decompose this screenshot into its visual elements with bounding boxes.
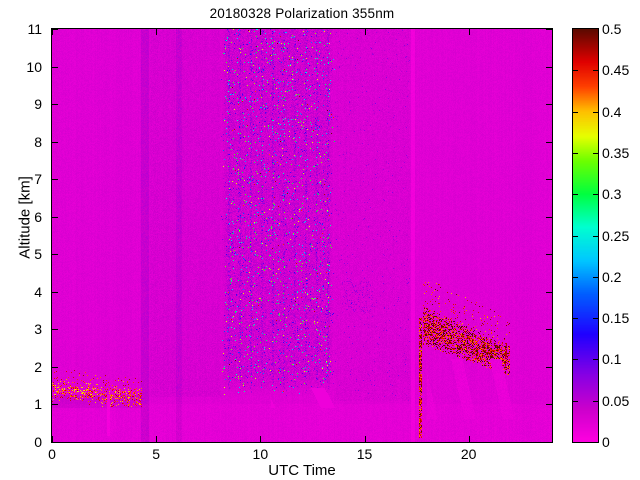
x-axis-tick-label: 5 xyxy=(152,446,161,462)
y-axis-tick-label: 0 xyxy=(34,434,42,450)
colorbar-tick-right xyxy=(593,401,598,402)
colorbar-tick xyxy=(573,277,578,278)
colorbar-tick xyxy=(573,70,578,71)
colorbar-tick-right xyxy=(593,153,598,154)
y-axis-tick-label: 7 xyxy=(34,171,42,188)
y-axis-tick xyxy=(52,292,58,293)
y-axis-tick-label: 5 xyxy=(34,246,42,263)
y-axis-tick xyxy=(52,142,58,143)
colorbar-tick-labels: 0 0.05 0.1 0.15 0.2 0.25 0.3 0.35 0.4 0.45 0.5 xyxy=(602,21,640,450)
y-axis-tick-right xyxy=(546,104,552,105)
colorbar-tick-right xyxy=(593,70,598,71)
y-axis-tick-label: 2 xyxy=(34,358,42,375)
y-axis-tick xyxy=(52,29,58,30)
y-axis-tick-labels: 0 1 2 3 4 5 6 7 8 9 10 11 xyxy=(0,21,42,450)
colorbar-tick xyxy=(573,236,578,237)
colorbar-tick-label: 0.05 xyxy=(602,393,630,409)
x-axis-tick xyxy=(260,436,261,442)
heatmap-image xyxy=(52,29,552,442)
x-axis-tick-labels: 0 5 10 15 20 xyxy=(48,446,553,468)
y-axis-tick-right xyxy=(546,142,552,143)
y-axis-tick-label: 3 xyxy=(34,321,42,338)
y-axis-tick-label: 4 xyxy=(34,283,42,300)
y-axis-tick-right xyxy=(546,329,552,330)
y-axis-tick-right xyxy=(546,254,552,255)
colorbar-tick-label: 0.15 xyxy=(602,310,630,326)
colorbar-tick-right xyxy=(593,359,598,360)
y-axis-tick-right xyxy=(546,292,552,293)
y-axis-title: Altitude [km] xyxy=(16,176,34,259)
heatmap-plot-area[interactable] xyxy=(51,28,553,443)
y-axis-tick-label: 8 xyxy=(34,133,42,150)
y-axis-tick-right xyxy=(546,67,552,68)
y-axis-tick-right xyxy=(546,217,552,218)
colorbar-tick xyxy=(573,112,578,113)
y-axis-tick xyxy=(52,104,58,105)
x-axis-tick-top xyxy=(469,29,470,35)
y-axis-tick xyxy=(52,217,58,218)
y-axis-tick-label: 1 xyxy=(34,396,42,413)
x-axis-tick-label: 10 xyxy=(252,446,269,462)
colorbar-tick xyxy=(573,359,578,360)
x-axis-tick-label: 0 xyxy=(48,446,56,462)
colorbar-tick-right xyxy=(593,112,598,113)
page-title: 20180328 Polarization 355nm xyxy=(209,6,395,21)
x-axis-tick-top xyxy=(52,29,53,35)
y-axis-tick xyxy=(52,254,58,255)
colorbar-tick xyxy=(573,401,578,402)
colorbar-tick-right xyxy=(593,277,598,278)
y-axis-tick-right xyxy=(546,367,552,368)
colorbar-tick xyxy=(573,318,578,319)
y-axis-tick-label: 11 xyxy=(27,21,42,37)
colorbar-tick-right xyxy=(593,236,598,237)
colorbar-tick-label: 0.25 xyxy=(602,228,630,244)
y-axis-tick-label: 9 xyxy=(34,96,42,113)
colorbar-tick-right xyxy=(593,194,598,195)
y-axis-tick xyxy=(52,329,58,330)
x-axis-tick-top xyxy=(156,29,157,35)
colorbar-tick-label: 0.2 xyxy=(602,269,622,285)
x-axis-tick-label: 20 xyxy=(460,446,477,462)
colorbar-gradient xyxy=(573,29,598,442)
colorbar-tick-label: 0.1 xyxy=(602,351,622,367)
y-axis-tick-label: 10 xyxy=(26,58,42,75)
x-axis-title: UTC Time xyxy=(268,462,336,479)
y-axis-tick xyxy=(52,67,58,68)
y-axis-tick xyxy=(52,367,58,368)
x-axis-tick xyxy=(156,436,157,442)
x-axis-tick xyxy=(365,436,366,442)
colorbar[interactable] xyxy=(572,28,599,443)
colorbar-tick-right xyxy=(593,318,598,319)
x-axis-tick xyxy=(469,436,470,442)
colorbar-tick-label: 0.45 xyxy=(602,62,630,78)
colorbar-tick-label: 0.3 xyxy=(602,186,622,202)
x-axis-tick-top xyxy=(365,29,366,35)
y-axis-tick-right xyxy=(546,29,552,30)
y-axis-tick xyxy=(52,442,58,443)
colorbar-tick xyxy=(573,153,578,154)
y-axis-tick-right xyxy=(546,442,552,443)
colorbar-tick-label: 0.5 xyxy=(602,21,622,37)
x-axis-tick-label: 15 xyxy=(356,446,373,462)
y-axis-tick xyxy=(52,179,58,180)
colorbar-tick-label: 0.4 xyxy=(602,104,622,120)
x-axis-tick-top xyxy=(260,29,261,35)
colorbar-tick-label: 0.35 xyxy=(602,145,630,161)
y-axis-tick-right xyxy=(546,404,552,405)
y-axis-tick-right xyxy=(546,179,552,180)
colorbar-tick xyxy=(573,194,578,195)
y-axis-tick xyxy=(52,404,58,405)
x-axis-tick xyxy=(52,436,53,442)
colorbar-tick-label: 0 xyxy=(602,434,610,450)
y-axis-tick-label: 6 xyxy=(34,208,42,225)
